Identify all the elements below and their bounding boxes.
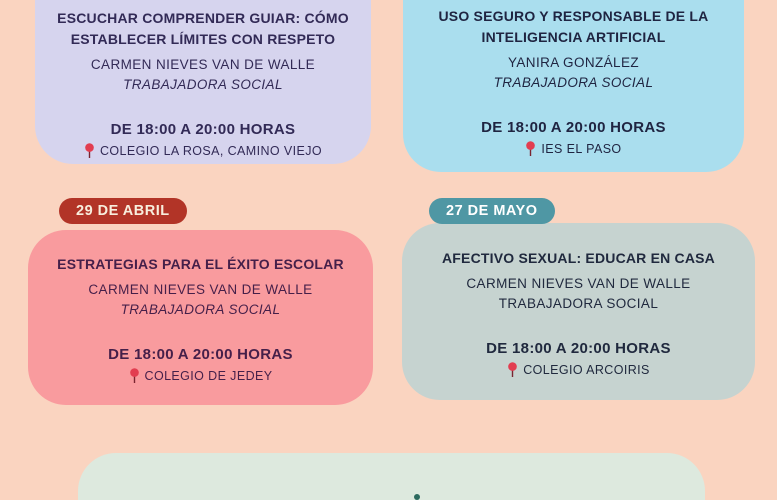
event-card-uso-seguro-ia: USO SEGURO Y RESPONSABLE DE LA INTELIGEN…	[403, 0, 744, 172]
event-title: AFECTIVO SEXUAL: EDUCAR EN CASA	[442, 250, 715, 266]
event-location: COLEGIO DE JEDEY	[129, 368, 273, 384]
event-card-content: ESTRATEGIAS PARA EL ÉXITO ESCOLAR CARMEN…	[28, 230, 373, 384]
event-card-escuchar-comprender-guiar: ESCUCHAR COMPRENDER GUIAR: CÓMO ESTABLEC…	[35, 0, 371, 164]
event-card-content: ESCUCHAR COMPRENDER GUIAR: CÓMO ESTABLEC…	[35, 0, 371, 159]
event-schedule: DE 18:00 A 20:00 HORAS	[481, 119, 666, 136]
event-speaker-role: TRABAJADORA SOCIAL	[120, 302, 281, 317]
event-schedule: DE 18:00 A 20:00 HORAS	[486, 340, 671, 357]
event-title: ESTRATEGIAS PARA EL ÉXITO ESCOLAR	[57, 256, 344, 272]
event-location: COLEGIO ARCOIRIS	[507, 362, 650, 378]
event-schedule: DE 18:00 A 20:00 HORAS	[108, 346, 293, 363]
event-title: ESCUCHAR COMPRENDER GUIAR: CÓMO ESTABLEC…	[57, 10, 349, 47]
event-speaker-role: TRABAJADORA SOCIAL	[498, 296, 659, 311]
location-pin-icon	[526, 141, 536, 156]
date-badge-29-abril: 29 DE ABRIL	[59, 198, 187, 224]
event-location: COLEGIO LA ROSA, CAMINO VIEJO	[84, 143, 322, 159]
event-speaker: CARMEN NIEVES VAN DE WALLE	[466, 276, 691, 291]
event-speaker: CARMEN NIEVES VAN DE WALLE	[90, 57, 316, 72]
footer-panel	[78, 453, 705, 500]
event-location-label: COLEGIO ARCOIRIS	[523, 363, 650, 377]
date-badge-27-mayo: 27 DE MAYO	[429, 198, 555, 224]
footer-partial-glyph	[414, 494, 420, 500]
event-location-label: COLEGIO LA ROSA, CAMINO VIEJO	[99, 144, 323, 158]
event-speaker: CARMEN NIEVES VAN DE WALLE	[88, 282, 313, 297]
event-location-label: COLEGIO DE JEDEY	[144, 369, 273, 383]
event-title: USO SEGURO Y RESPONSABLE DE LA INTELIGEN…	[438, 8, 709, 45]
event-location-label: IES EL PASO	[541, 142, 622, 156]
event-card-afectivo-sexual: AFECTIVO SEXUAL: EDUCAR EN CASA CARMEN N…	[402, 223, 755, 400]
event-card-estrategias-exito-escolar: ESTRATEGIAS PARA EL ÉXITO ESCOLAR CARMEN…	[28, 230, 373, 405]
location-pin-icon	[129, 368, 139, 383]
event-location: IES EL PASO	[525, 141, 621, 157]
location-pin-icon	[85, 143, 94, 158]
event-speaker: YANIRA GONZÁLEZ	[507, 55, 640, 70]
event-speaker-role: TRABAJADORA SOCIAL	[123, 77, 283, 92]
event-schedule: DE 18:00 A 20:00 HORAS	[110, 121, 296, 138]
event-card-content: USO SEGURO Y RESPONSABLE DE LA INTELIGEN…	[403, 0, 744, 157]
location-pin-icon	[508, 362, 518, 377]
event-speaker-role: TRABAJADORA SOCIAL	[493, 75, 654, 90]
event-card-content: AFECTIVO SEXUAL: EDUCAR EN CASA CARMEN N…	[402, 223, 755, 378]
